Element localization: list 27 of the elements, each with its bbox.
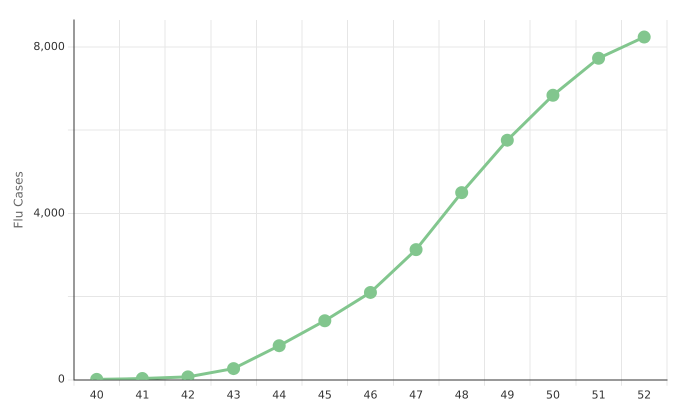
point (272, 339, 286, 352)
x-tick-label: 44 (272, 388, 286, 402)
x-tick-label: 48 (454, 388, 469, 402)
point (455, 186, 468, 200)
x-tick-label: 50 (546, 388, 560, 402)
x-tick-label: 43 (226, 388, 241, 402)
x-tick-label: 42 (180, 388, 195, 402)
y-tick-label: 4,000 (33, 206, 65, 220)
point (227, 362, 240, 376)
y-axis-title: Flu Cases (11, 171, 26, 229)
point (410, 243, 423, 256)
point (364, 286, 377, 299)
x-tick-label: 52 (637, 388, 652, 402)
point (318, 314, 332, 328)
point (546, 88, 560, 102)
x-tick-label: 45 (318, 388, 332, 402)
x-tick-label: 40 (90, 388, 104, 402)
point (500, 134, 514, 147)
y-tick-label: 8,000 (33, 40, 65, 53)
x-tick-label: 46 (363, 388, 378, 402)
x-tick-label: 51 (592, 388, 606, 402)
x-tick-label: 49 (500, 388, 514, 402)
point (638, 30, 651, 44)
x-tick-label: 47 (409, 388, 424, 402)
y-tick-label: 0 (58, 372, 65, 386)
point (592, 52, 606, 65)
x-tick-label: 41 (135, 388, 150, 402)
